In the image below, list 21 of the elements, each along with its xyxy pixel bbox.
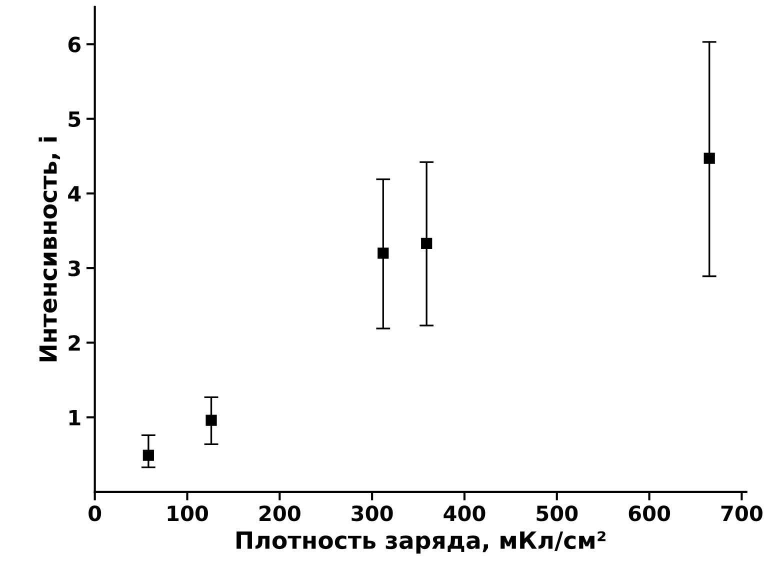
y-tick-label: 5	[68, 112, 80, 128]
x-tick-label: 300	[352, 505, 393, 522]
point	[206, 414, 217, 426]
y-tick-label: 6	[68, 36, 81, 52]
x-tick-label: 200	[260, 505, 300, 522]
y-tick-label: 2	[68, 335, 80, 351]
y-tick-label: 1	[69, 410, 80, 426]
x-tick-label: 400	[444, 505, 486, 522]
x-axis-title: Плотность заряда, мКл/см²	[236, 531, 606, 554]
y-tick-label: 4	[68, 186, 81, 202]
x-tick-label: 100	[168, 505, 208, 522]
point	[421, 238, 432, 249]
point	[378, 248, 389, 259]
x-tick-label: 0	[88, 505, 102, 522]
x-tick-label: 500	[536, 505, 578, 522]
y-tick-label: 3	[68, 260, 80, 276]
x-tick-label: 700	[721, 505, 762, 522]
y-axis-title: Интенсивность, i	[38, 137, 60, 362]
point	[142, 450, 154, 461]
point	[704, 152, 715, 164]
x-tick-label: 600	[628, 505, 670, 522]
